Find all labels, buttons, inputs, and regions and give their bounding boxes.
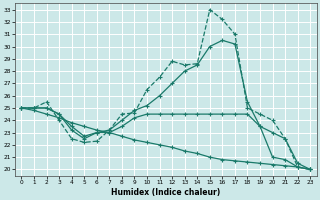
X-axis label: Humidex (Indice chaleur): Humidex (Indice chaleur) (111, 188, 220, 197)
